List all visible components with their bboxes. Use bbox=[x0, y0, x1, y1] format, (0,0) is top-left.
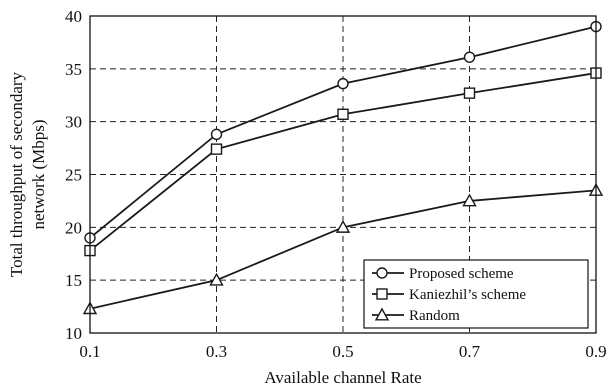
legend-item: Kaniezhil’s scheme bbox=[372, 287, 526, 303]
y-tick-label: 40 bbox=[65, 7, 82, 26]
legend-label: Random bbox=[409, 308, 460, 324]
x-tick-label: 0.9 bbox=[585, 342, 606, 361]
y-axis-label-line-1: Total throughput of secondary bbox=[7, 71, 26, 277]
triangle-marker bbox=[374, 307, 390, 321]
x-tick-label: 0.3 bbox=[206, 342, 227, 361]
circle-marker bbox=[376, 267, 388, 279]
square-marker bbox=[337, 108, 349, 120]
square-marker bbox=[210, 143, 223, 155]
legend-label: Proposed scheme bbox=[409, 266, 514, 282]
triangle-marker bbox=[462, 193, 477, 207]
y-tick-label: 10 bbox=[65, 324, 82, 343]
circle-marker bbox=[337, 77, 349, 90]
y-tick-label: 15 bbox=[65, 271, 82, 290]
legend-label: Kaniezhil’s scheme bbox=[409, 287, 526, 303]
y-tick-label: 35 bbox=[65, 60, 82, 79]
triangle-marker bbox=[209, 272, 224, 286]
y-axis-label-line-2: network (Mbps) bbox=[29, 119, 48, 229]
legend-items: Proposed scheme Kaniezhil’s scheme Random bbox=[372, 266, 526, 324]
grid bbox=[90, 16, 596, 333]
y-tick-label: 20 bbox=[65, 218, 82, 237]
tick-labels: 0.1 0.3 0.5 0.7 0.9 10 15 20 25 30 35 40 bbox=[65, 7, 607, 361]
legend-item: Proposed scheme bbox=[372, 266, 514, 282]
square-marker bbox=[376, 288, 388, 300]
plot-frame bbox=[89, 15, 597, 334]
circle-marker bbox=[463, 51, 476, 63]
triangle-marker bbox=[335, 219, 351, 233]
square-marker bbox=[463, 87, 476, 99]
legend: Proposed scheme Kaniezhil’s scheme Random bbox=[363, 259, 589, 329]
y-tick-label: 30 bbox=[65, 113, 82, 132]
circle-marker bbox=[210, 128, 223, 141]
x-axis-label: Available channel Rate bbox=[264, 368, 421, 387]
legend-item: Random bbox=[372, 307, 460, 324]
x-tick-label: 0.7 bbox=[459, 342, 481, 361]
x-tick-label: 0.1 bbox=[79, 342, 100, 361]
y-tick-label: 25 bbox=[65, 166, 82, 185]
x-tick-label: 0.5 bbox=[332, 342, 353, 361]
